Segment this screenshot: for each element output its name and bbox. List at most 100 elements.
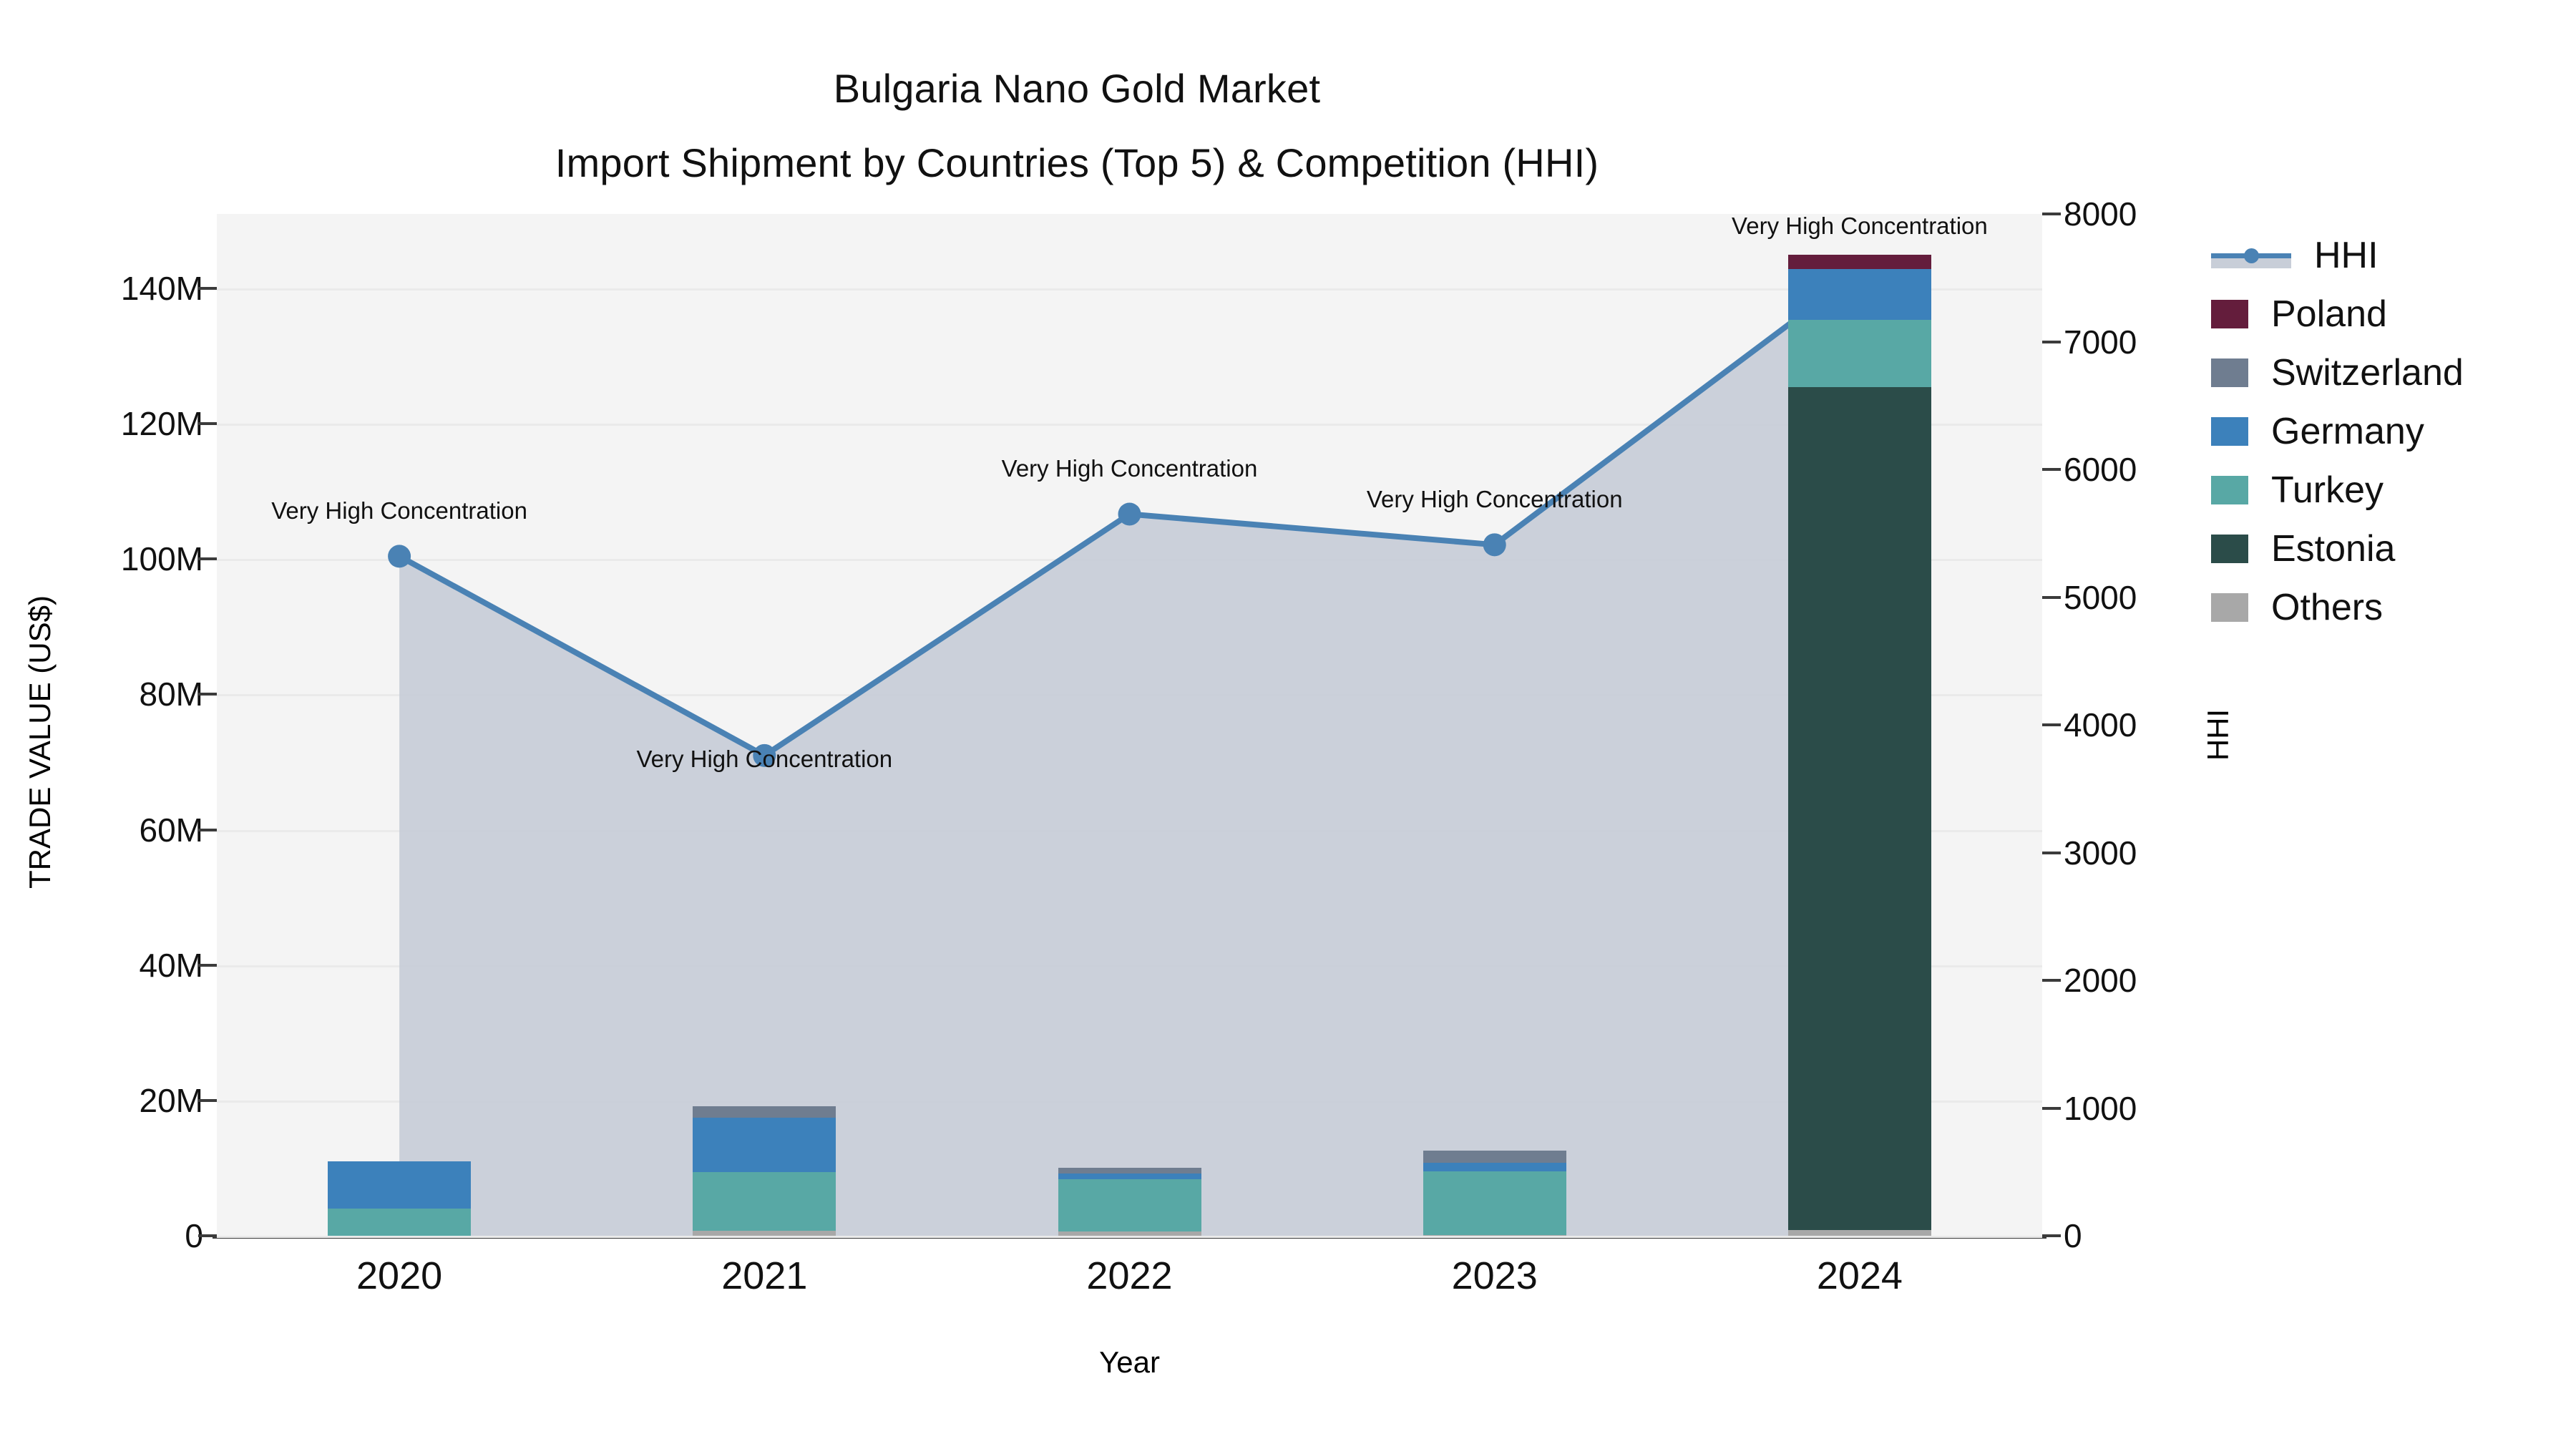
legend-swatch-icon [2211, 417, 2248, 446]
y-axis-right-tick-label: 0 [2064, 1217, 2082, 1254]
y-axis-right-tick-label: 2000 [2064, 962, 2137, 999]
legend-label: Switzerland [2271, 352, 2464, 394]
y-axis-right-tickmark [2042, 1234, 2061, 1237]
bar-segment-switzerland[interactable] [1058, 1168, 1201, 1174]
y-axis-left-tickmark [198, 557, 217, 561]
y-axis-right-tick-label: 6000 [2064, 451, 2137, 488]
gridline [217, 1236, 2042, 1238]
legend: HHI Poland Switzerland Germany Turkey Estonia… [2211, 226, 2569, 637]
bar-stack[interactable] [1058, 1168, 1201, 1236]
bar-segment-germany[interactable] [1787, 268, 1931, 320]
legend-label: Turkey [2271, 469, 2384, 511]
legend-item-others[interactable]: Others [2211, 578, 2569, 637]
bar-stack[interactable] [1787, 254, 1931, 1236]
bar-segment-turkey[interactable] [693, 1172, 836, 1231]
legend-item-germany[interactable]: Germany [2211, 402, 2569, 461]
bar-segment-germany[interactable] [1423, 1162, 1566, 1172]
bar-stack[interactable] [693, 1106, 836, 1236]
legend-label: Others [2271, 587, 2384, 628]
y-axis-right-tickmark [2042, 851, 2061, 854]
y-axis-left-tickmark [198, 1098, 217, 1102]
bar-segment-poland[interactable] [1787, 254, 1931, 269]
bar-segment-germany[interactable] [328, 1161, 472, 1209]
bar-segment-others[interactable] [693, 1231, 836, 1236]
y-axis-left-tick-label: 120M [120, 405, 203, 443]
hhi-annotation: Very High Concentration [1732, 213, 1988, 240]
bar-segment-germany[interactable] [693, 1117, 836, 1173]
y-axis-left-tickmark [198, 1234, 217, 1237]
bar-segment-switzerland[interactable] [1423, 1150, 1566, 1163]
y-axis-right-tick-label: 1000 [2064, 1089, 2137, 1127]
y-axis-left-tick-label: 40M [139, 946, 203, 984]
hhi-line-chart [388, 260, 1871, 1236]
y-axis-right-tickmark [2042, 723, 2061, 726]
y-axis-right-tickmark [2042, 468, 2061, 471]
hhi-annotation: Very High Concentration [271, 497, 527, 525]
title-line-1: Bulgaria Nano Gold Market [833, 66, 1321, 111]
bar-segment-turkey[interactable] [1423, 1171, 1566, 1236]
legend-item-estonia[interactable]: Estonia [2211, 519, 2569, 578]
y-axis-right-tick-label: 8000 [2064, 195, 2137, 233]
hhi-annotation: Very High Concentration [1001, 455, 1258, 482]
legend-label: Germany [2271, 411, 2424, 452]
chart-title: Bulgaria Nano Gold Market Import Shipmen… [0, 52, 2154, 200]
bar-segment-others[interactable] [1058, 1231, 1201, 1236]
hhi-annotation: Very High Concentration [1366, 486, 1623, 513]
y-axis-left-tickmark [198, 963, 217, 967]
hhi-data-point[interactable] [1118, 502, 1141, 526]
legend-line-marker-icon [2211, 241, 2291, 270]
y-axis-left-tickmark [198, 693, 217, 696]
y-axis-left-tick-label: 60M [139, 811, 203, 849]
y-axis-left-label: TRADE VALUE (US$) [23, 595, 57, 889]
y-axis-right-tick-label: 4000 [2064, 706, 2137, 743]
x-axis-tick-label: 2020 [356, 1254, 443, 1297]
hhi-data-point[interactable] [388, 545, 411, 568]
y-axis-left-tickmark [198, 828, 217, 831]
y-axis-left-tick-label: 140M [120, 270, 203, 308]
y-axis-right-tickmark [2042, 213, 2061, 215]
bar-segment-germany[interactable] [1058, 1174, 1201, 1179]
bar-segment-switzerland[interactable] [693, 1106, 836, 1118]
hhi-data-point[interactable] [1483, 533, 1506, 557]
gridline [217, 424, 2042, 426]
legend-swatch-icon [2211, 476, 2248, 504]
bar-stack[interactable] [328, 1161, 472, 1236]
y-axis-left-tick-label: 80M [139, 675, 203, 713]
x-axis-tick-label: 2024 [1816, 1254, 1903, 1297]
hhi-data-point[interactable] [753, 743, 776, 767]
y-axis-right-tick-label: 3000 [2064, 834, 2137, 872]
y-axis-right-tickmark [2042, 595, 2061, 599]
legend-label: Poland [2271, 293, 2387, 335]
legend-label: Estonia [2271, 528, 2396, 570]
y-axis-right-tickmark [2042, 979, 2061, 982]
bar-segment-turkey[interactable] [328, 1209, 472, 1236]
y-axis-left-tickmark [198, 422, 217, 426]
bar-segment-others[interactable] [1787, 1229, 1931, 1236]
bar-segment-estonia[interactable] [1787, 387, 1931, 1230]
plot-area [217, 214, 2042, 1238]
x-axis-tick-label: 2023 [1451, 1254, 1538, 1297]
y-axis-left-tickmark [198, 287, 217, 291]
legend-swatch-icon [2211, 535, 2248, 563]
hhi-annotation: Very High Concentration [636, 745, 893, 772]
legend-swatch-icon [2211, 358, 2248, 387]
legend-label: HHI [2314, 235, 2379, 276]
x-axis-label: Year [1099, 1345, 1160, 1379]
legend-item-turkey[interactable]: Turkey [2211, 461, 2569, 519]
bar-segment-others[interactable] [1423, 1235, 1566, 1236]
bar-stack[interactable] [1423, 1150, 1566, 1236]
y-axis-right-tick-label: 5000 [2064, 578, 2137, 616]
y-axis-left-tick-label: 20M [139, 1081, 203, 1119]
bar-segment-turkey[interactable] [1787, 319, 1931, 388]
x-axis-tick-label: 2022 [1086, 1254, 1173, 1297]
legend-swatch-icon [2211, 593, 2248, 622]
legend-item-poland[interactable]: Poland [2211, 285, 2569, 343]
legend-swatch-icon [2211, 300, 2248, 328]
legend-item-switzerland[interactable]: Switzerland [2211, 343, 2569, 402]
title-line-2: Import Shipment by Countries (Top 5) & C… [555, 140, 1599, 185]
y-axis-right-tickmark [2042, 1106, 2061, 1110]
legend-item-hhi[interactable]: HHI [2211, 226, 2569, 285]
bar-segment-turkey[interactable] [1058, 1179, 1201, 1232]
y-axis-left-tick-label: 100M [120, 540, 203, 578]
